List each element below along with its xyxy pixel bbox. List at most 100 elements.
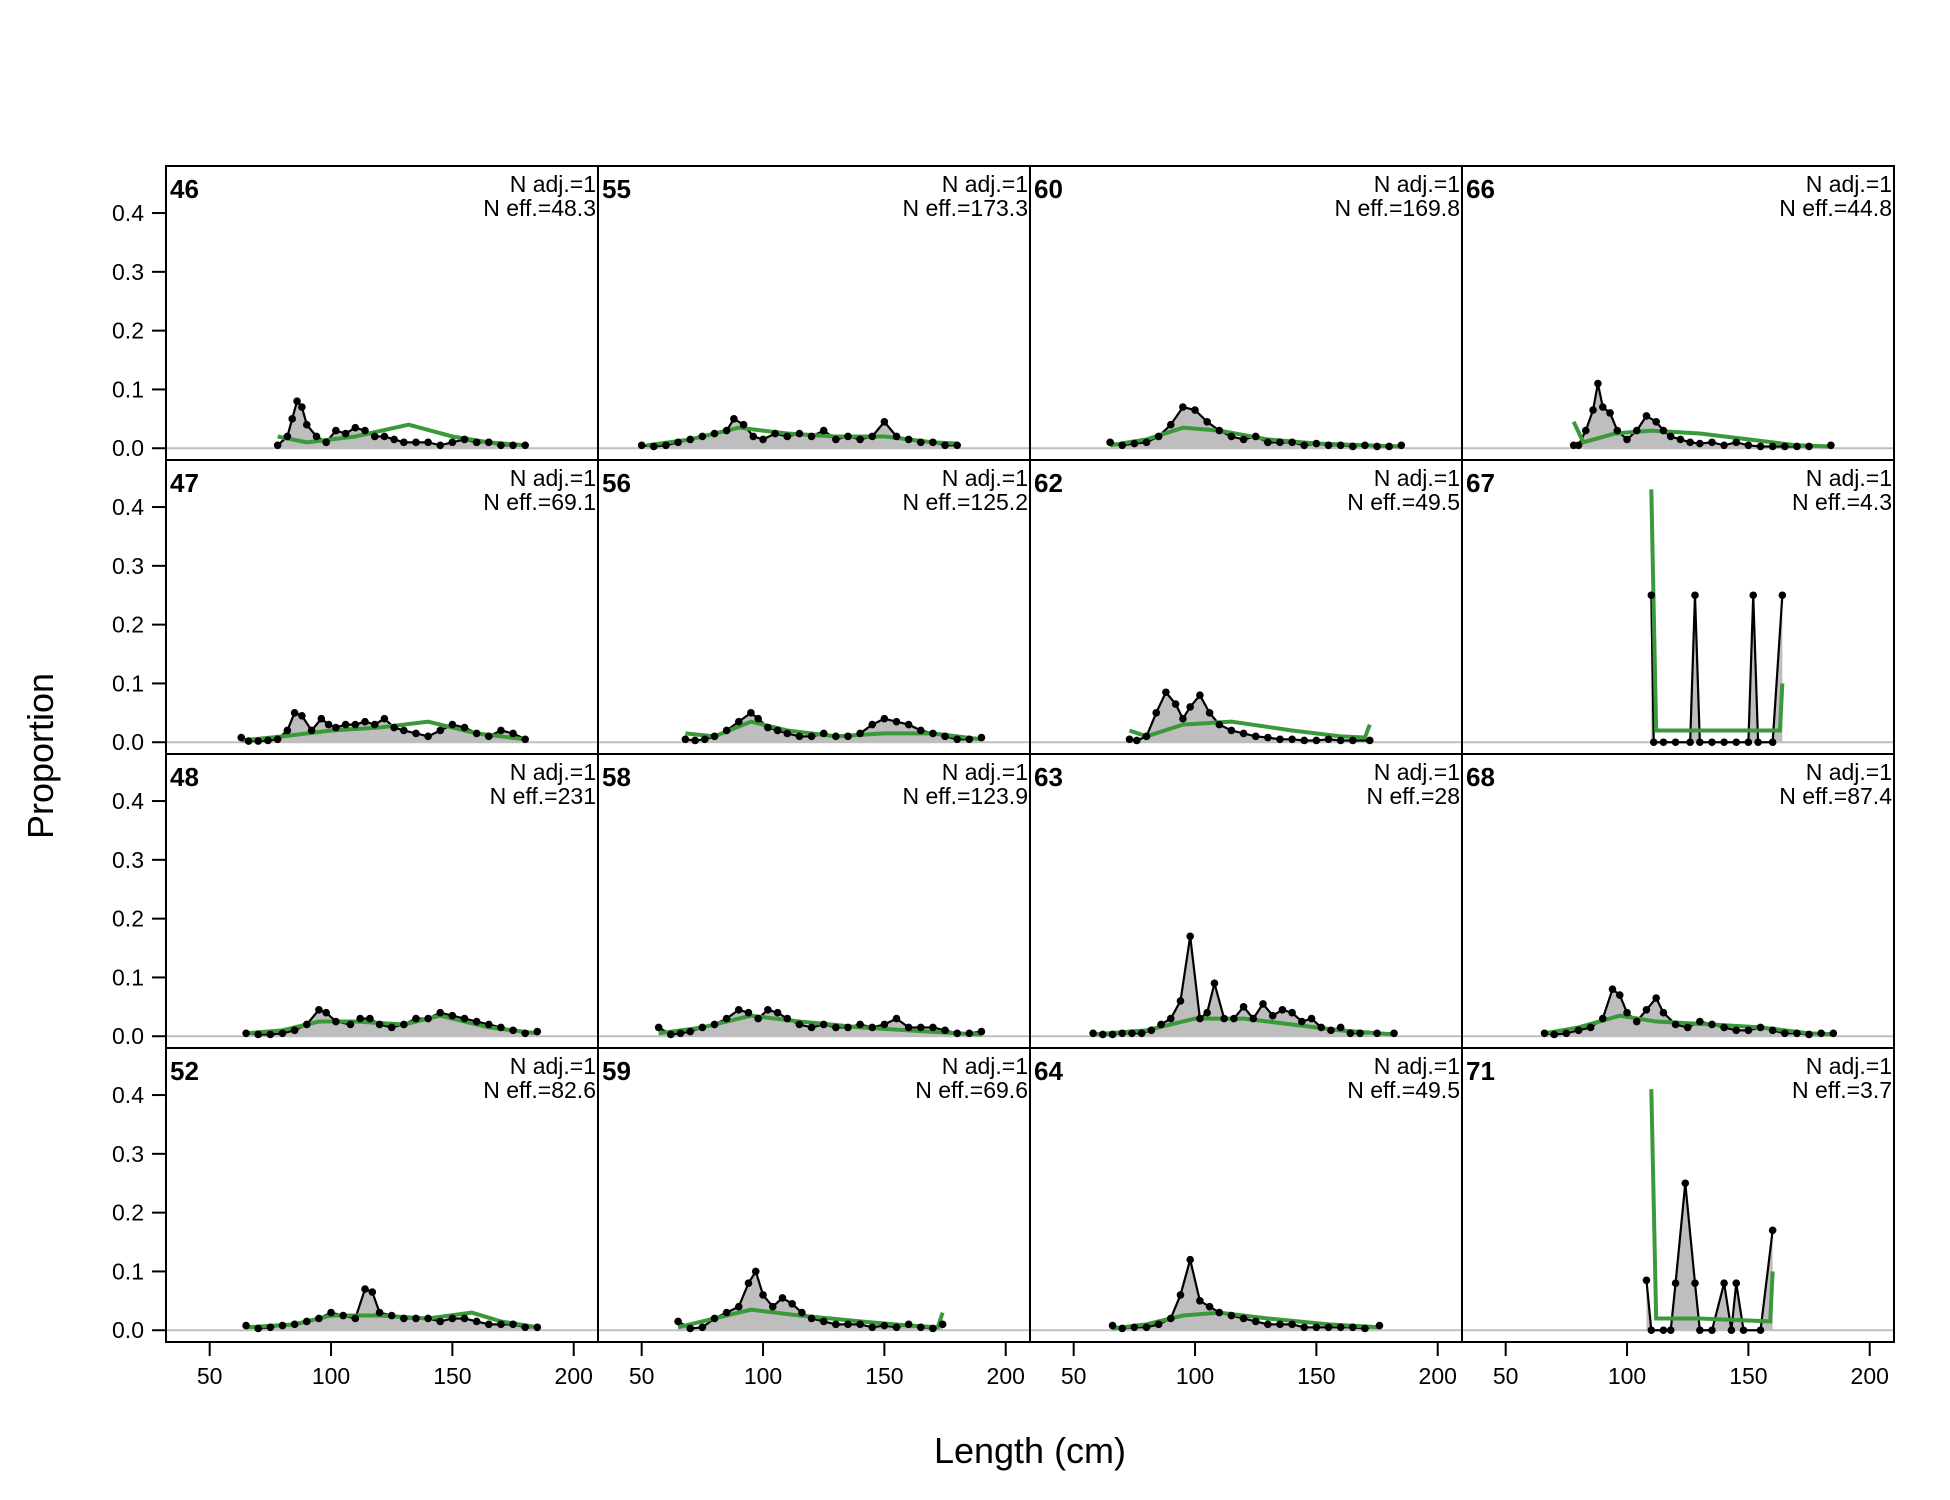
panel-label: 62 <box>1034 468 1063 498</box>
observed-point <box>1642 412 1651 420</box>
observed-point <box>1793 1029 1801 1038</box>
observed-point <box>1162 688 1170 697</box>
panel-67: 67 N adj.=1N eff.=4.3 <box>1461 459 1895 755</box>
observed-area <box>678 1271 943 1331</box>
observed-point <box>332 426 340 435</box>
observed-point <box>370 720 379 729</box>
observed-point <box>1348 1323 1357 1332</box>
panel-71: 71 N adj.=1N eff.=3.7 <box>1461 1047 1895 1343</box>
n-eff-label: N eff.=3.7 <box>1792 1077 1892 1103</box>
observed-point <box>1348 442 1357 451</box>
observed-point <box>747 709 755 717</box>
observed-point <box>1768 1026 1777 1035</box>
panel-label: 63 <box>1034 762 1063 792</box>
observed-point <box>1632 1017 1641 1026</box>
panel-64: 64 N adj.=1N eff.=49.5 <box>1029 1047 1463 1343</box>
n-adj-label: N adj.=1 <box>510 759 596 785</box>
panel-55: 55 N adj.=1N eff.=173.3 <box>597 165 1031 461</box>
observed-point <box>795 732 804 741</box>
y-tick-label: 0.3 <box>112 259 144 285</box>
panel-grid: 46 N adj.=1N eff.=48.347 N adj.=1N eff.=69… <box>165 165 1895 1343</box>
observed-point <box>844 732 852 741</box>
observed-point <box>375 1308 384 1317</box>
y-tick-label: 0.3 <box>112 1141 144 1167</box>
observed-point <box>1251 732 1260 741</box>
observed-point <box>302 1020 311 1029</box>
observed-point <box>533 1027 542 1036</box>
observed-point <box>273 735 282 744</box>
observed-point <box>390 723 398 732</box>
observed-point <box>448 720 457 729</box>
observed-point <box>1649 738 1658 747</box>
observed-point <box>484 1020 493 1029</box>
observed-point <box>1756 442 1765 451</box>
observed-point <box>1666 1326 1675 1335</box>
observed-point <box>1768 1226 1777 1235</box>
observed-point <box>1676 435 1685 444</box>
observed-point <box>754 714 762 723</box>
n-eff-label: N eff.=173.3 <box>902 195 1028 221</box>
observed-point <box>1251 1317 1260 1326</box>
observed-point <box>904 1320 913 1329</box>
observed-point <box>290 1320 299 1329</box>
observed-point <box>460 723 469 732</box>
n-adj-label: N adj.=1 <box>1806 1053 1892 1079</box>
observed-point <box>436 441 445 450</box>
observed-point <box>691 736 699 745</box>
observed-point <box>1708 738 1716 747</box>
observed-point <box>892 1323 901 1332</box>
observed-point <box>868 1023 877 1032</box>
observed-point <box>734 1005 743 1014</box>
observed-point <box>341 429 350 438</box>
observed-point <box>332 1017 340 1026</box>
observed-point <box>1671 1020 1680 1029</box>
observed-point <box>1166 1314 1175 1323</box>
observed-point <box>412 438 420 447</box>
observed-area <box>1093 936 1395 1037</box>
expected-line <box>658 1013 982 1037</box>
observed-point <box>1312 736 1321 745</box>
observed-point <box>307 726 316 735</box>
panel-62: 62 N adj.=1N eff.=49.5 <box>1029 459 1463 755</box>
observed-point <box>237 733 246 742</box>
observed-point <box>1239 1314 1248 1323</box>
x-tick-label: 50 <box>197 1363 223 1389</box>
observed-point <box>1686 738 1694 747</box>
observed-point <box>698 432 707 441</box>
observed-point <box>1671 738 1680 747</box>
observed-point <box>1739 1326 1748 1335</box>
observed-point <box>484 1320 493 1329</box>
observed-point <box>1691 591 1699 600</box>
observed-point <box>1259 1000 1267 1008</box>
observed-point <box>739 420 748 429</box>
x-tick-label: 100 <box>744 1363 782 1389</box>
observed-point <box>1230 1014 1238 1023</box>
observed-point <box>953 1029 961 1038</box>
observed-point <box>1390 1029 1398 1038</box>
observed-point <box>953 735 961 744</box>
observed-point <box>361 426 369 435</box>
observed-point <box>751 1267 760 1276</box>
y-tick-label: 0.0 <box>112 435 144 461</box>
observed-point <box>1696 1017 1704 1026</box>
observed-point <box>783 729 792 738</box>
y-tick-label: 0.4 <box>112 1082 144 1108</box>
observed-point <box>424 732 432 741</box>
observed-point <box>773 1008 782 1017</box>
observed-point <box>1196 1014 1204 1023</box>
observed-point <box>1312 439 1321 448</box>
observed-point <box>778 1294 787 1302</box>
observed-point <box>832 435 840 444</box>
observed-point <box>1666 432 1675 441</box>
observed-point <box>1589 406 1597 414</box>
observed-point <box>273 441 282 450</box>
observed-point <box>1132 736 1141 745</box>
observed-point <box>351 720 360 729</box>
observed-point <box>298 711 306 720</box>
observed-point <box>290 1026 299 1035</box>
observed-point <box>1203 417 1211 426</box>
panel-label: 55 <box>602 174 631 204</box>
observed-point <box>1300 1323 1309 1332</box>
observed-point <box>472 1317 481 1326</box>
panel-66: 66 N adj.=1N eff.=44.8 <box>1461 165 1895 461</box>
